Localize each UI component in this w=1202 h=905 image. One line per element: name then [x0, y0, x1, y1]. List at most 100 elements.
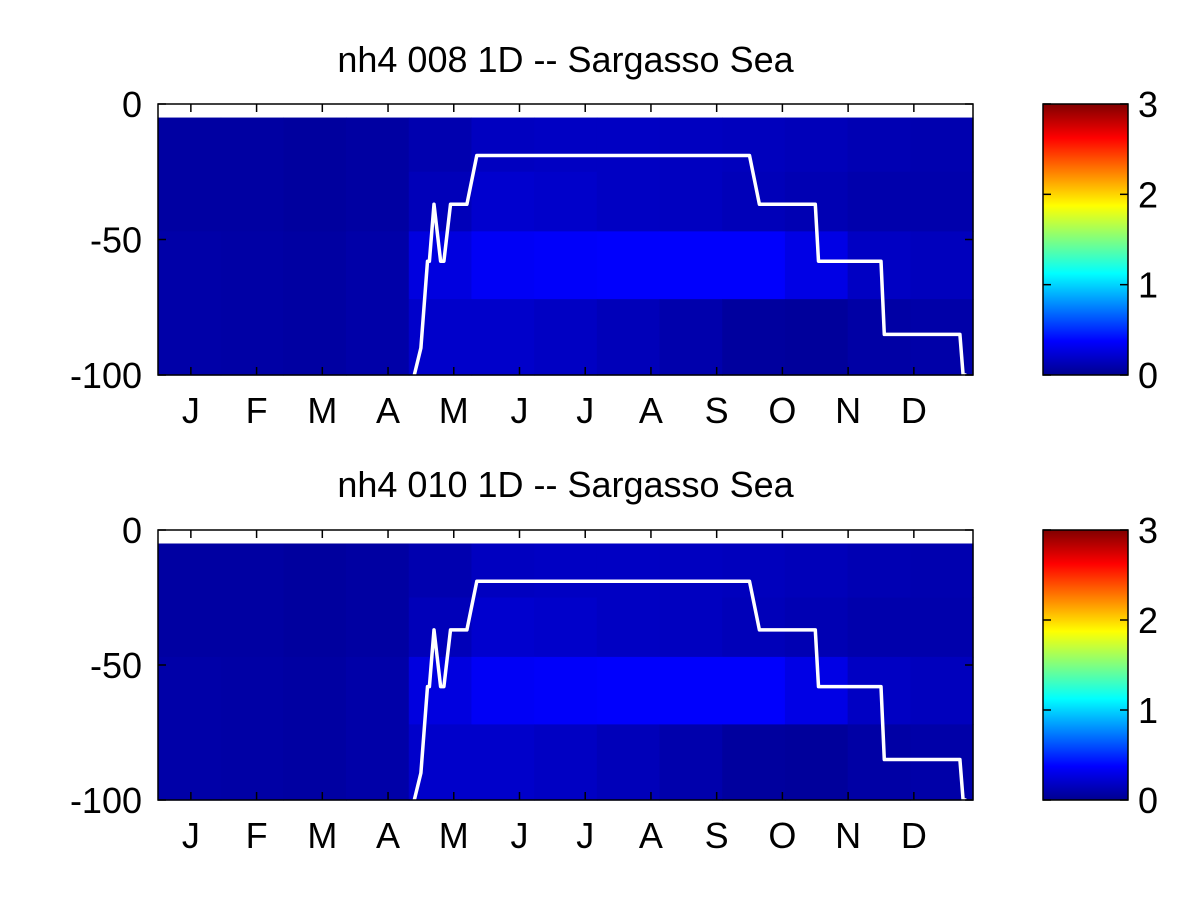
heatmap-cell — [784, 724, 849, 801]
heatmap-cell — [408, 724, 473, 801]
colorbar-tick-label: 1 — [1138, 690, 1158, 731]
x-tick-label: A — [376, 390, 400, 431]
heatmap-cell — [596, 104, 661, 119]
x-tick-label: A — [639, 390, 663, 431]
heatmap-cell — [722, 299, 786, 376]
x-tick-label: D — [901, 390, 927, 431]
x-tick-label: F — [246, 390, 268, 431]
y-tick-label: -100 — [70, 355, 142, 396]
heatmap-cell — [471, 597, 535, 658]
x-tick-label: S — [705, 815, 729, 856]
colorbar: 0 1 2 3 — [1042, 84, 1158, 396]
heatmap — [158, 530, 974, 801]
heatmap-cell — [784, 104, 849, 119]
heatmap-cell — [722, 543, 786, 599]
heatmap-cell — [471, 299, 535, 376]
colorbar-tick-label: 1 — [1138, 265, 1158, 306]
heatmap-cell — [220, 597, 284, 658]
heatmap-cell — [910, 231, 974, 300]
heatmap-cell — [158, 543, 222, 599]
x-tick-label: M — [307, 815, 337, 856]
heatmap-cell — [910, 299, 974, 376]
heatmap-cell — [534, 104, 598, 119]
heatmap-cell — [910, 117, 974, 173]
heatmap-cell — [784, 530, 849, 545]
heatmap-cell — [408, 117, 473, 173]
heatmap-cell — [534, 530, 598, 545]
heatmap-cell — [847, 104, 911, 119]
colorbar-tick-label: 0 — [1138, 355, 1158, 396]
x-tick-label: N — [835, 390, 861, 431]
heatmap-cell — [346, 543, 410, 599]
heatmap-cell — [346, 231, 410, 300]
colorbar-gradient — [1043, 104, 1128, 375]
heatmap-cell — [158, 597, 222, 658]
heatmap-cell — [659, 597, 723, 658]
colorbar-tick-label: 3 — [1138, 84, 1158, 125]
x-tick-label: O — [768, 390, 796, 431]
heatmap-cell — [408, 543, 473, 599]
heatmap-cell — [220, 299, 284, 376]
heatmap-cell — [659, 231, 723, 300]
heatmap-cell — [910, 530, 974, 545]
colorbar-tick-label: 2 — [1138, 174, 1158, 215]
heatmap-cell — [346, 530, 410, 545]
heatmap-cell — [283, 656, 347, 725]
heatmap-cell — [534, 117, 598, 173]
y-tick-label: -50 — [90, 220, 142, 261]
heatmap-cell — [471, 724, 535, 801]
x-tick-label: J — [182, 815, 200, 856]
heatmap-cell — [346, 299, 410, 376]
heatmap-cell — [283, 231, 347, 300]
heatmap-cell — [408, 104, 473, 119]
heatmap-cell — [722, 104, 786, 119]
heatmap-cell — [847, 724, 911, 801]
x-tick-label: N — [835, 815, 861, 856]
heatmap-cell — [722, 231, 786, 300]
y-tick-label: 0 — [122, 84, 142, 125]
heatmap-cell — [910, 104, 974, 119]
heatmap-cell — [910, 171, 974, 232]
heatmap-cell — [534, 656, 598, 725]
heatmap-cell — [346, 656, 410, 725]
heatmap-cell — [408, 656, 473, 725]
heatmap-cell — [220, 171, 284, 232]
heatmap-cell — [158, 104, 222, 119]
x-tick-label: J — [510, 390, 528, 431]
heatmap-cell — [596, 117, 661, 173]
heatmap-cell — [220, 104, 284, 119]
heatmap-cell — [220, 231, 284, 300]
heatmap-cell — [596, 597, 661, 658]
heatmap-cell — [408, 231, 473, 300]
heatmap-cell — [158, 656, 222, 725]
plot-title: nh4 008 1D -- Sargasso Sea — [337, 39, 794, 80]
y-tick-label: -100 — [70, 780, 142, 821]
heatmap-cell — [847, 530, 911, 545]
heatmap-cell — [910, 597, 974, 658]
heatmap-cell — [910, 656, 974, 725]
heatmap-cell — [471, 117, 535, 173]
heatmap-cell — [471, 543, 535, 599]
heatmap-cell — [283, 724, 347, 801]
x-tick-label: M — [307, 390, 337, 431]
heatmap-cell — [283, 543, 347, 599]
heatmap-cell — [847, 231, 911, 300]
heatmap-cell — [659, 104, 723, 119]
heatmap-cell — [346, 171, 410, 232]
heatmap-cell — [283, 171, 347, 232]
plot-title: nh4 010 1D -- Sargasso Sea — [337, 464, 794, 505]
colorbar-tick-label: 2 — [1138, 600, 1158, 641]
heatmap-cell — [158, 171, 222, 232]
colorbar: 0 1 2 3 — [1042, 510, 1158, 821]
heatmap-cell — [220, 530, 284, 545]
heatmap-cell — [471, 104, 535, 119]
heatmap-cell — [722, 656, 786, 725]
x-tick-label: F — [246, 815, 268, 856]
heatmap-cell — [534, 597, 598, 658]
heatmap-cell — [596, 231, 661, 300]
heatmap-cell — [847, 543, 911, 599]
heatmap-cell — [158, 117, 222, 173]
colorbar-tick-label: 3 — [1138, 510, 1158, 551]
